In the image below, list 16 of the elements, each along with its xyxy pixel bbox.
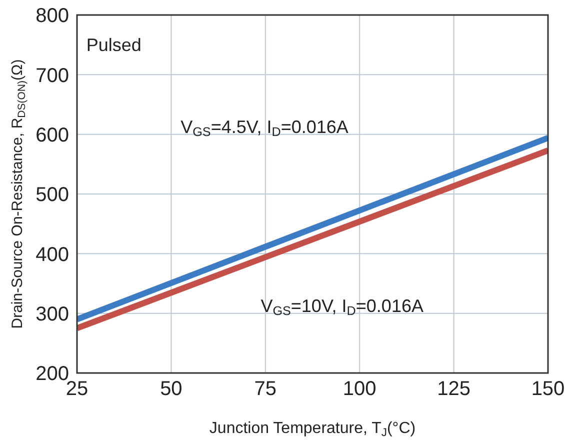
y-tick-label: 700 (36, 64, 69, 87)
x-tick-label: 75 (254, 378, 277, 400)
x-tick-label: 25 (66, 378, 88, 400)
x-axis-title: Junction Temperature, T$_{J}$(°C) (209, 420, 416, 439)
y-tick-label: 500 (36, 184, 69, 206)
annotation: V$_{GS}$=10V, I$_{D}$=0.016A (260, 296, 424, 318)
x-tick-label: 125 (437, 378, 470, 400)
x-tick-label: 100 (342, 378, 376, 400)
annotation: V$_{GS}$=4.5V, I$_{D}$=0.016A (180, 117, 348, 140)
y-tick-label: 400 (36, 244, 69, 266)
y-tick-label: 800 (36, 5, 69, 28)
y-tick-label: 300 (36, 303, 69, 326)
y-tick-label: 600 (36, 124, 69, 146)
x-tick-label: 150 (531, 378, 565, 400)
x-tick-label: 50 (160, 378, 182, 400)
annotation: Pulsed (86, 34, 142, 55)
